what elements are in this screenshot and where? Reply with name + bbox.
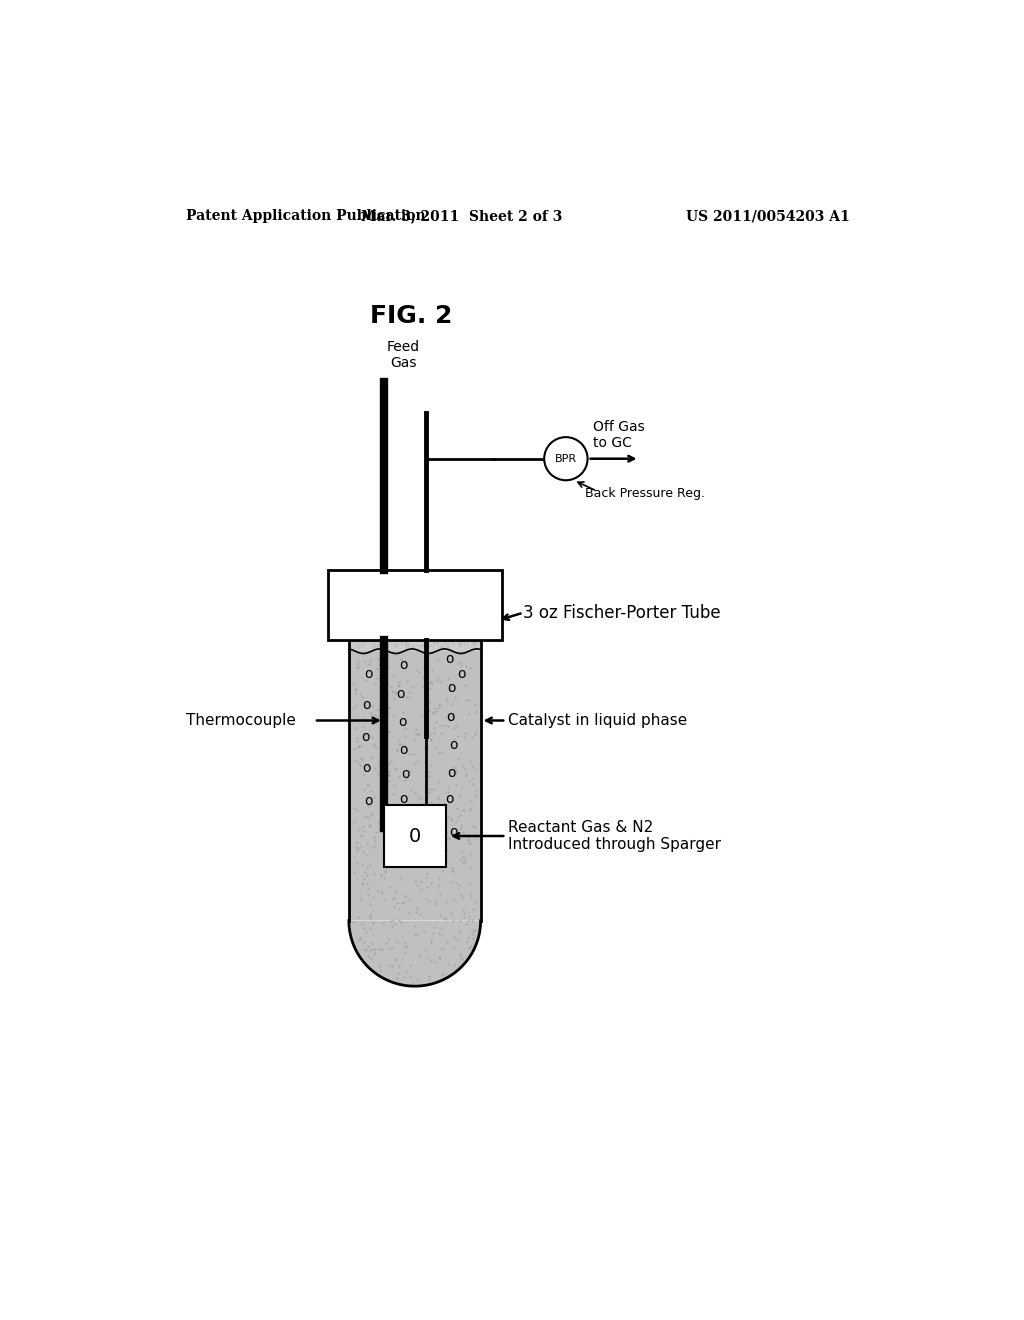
Text: o: o xyxy=(450,738,458,752)
Text: BPR: BPR xyxy=(555,454,577,463)
Text: o: o xyxy=(447,681,457,696)
Text: o: o xyxy=(362,762,371,775)
Text: o: o xyxy=(399,659,408,672)
Text: o: o xyxy=(447,766,457,780)
Text: 0: 0 xyxy=(409,826,421,846)
Text: o: o xyxy=(360,730,370,744)
Text: o: o xyxy=(362,698,371,711)
Circle shape xyxy=(544,437,588,480)
Text: o: o xyxy=(457,668,466,681)
Text: US 2011/0054203 A1: US 2011/0054203 A1 xyxy=(686,209,850,223)
Text: Mar. 3, 2011  Sheet 2 of 3: Mar. 3, 2011 Sheet 2 of 3 xyxy=(360,209,562,223)
Text: o: o xyxy=(450,825,458,840)
Text: Catalyst in liquid phase: Catalyst in liquid phase xyxy=(508,713,687,729)
Text: o: o xyxy=(399,792,408,807)
Text: o: o xyxy=(445,652,454,665)
Bar xyxy=(384,805,445,867)
Text: o: o xyxy=(401,767,410,781)
Text: o: o xyxy=(396,686,406,701)
Polygon shape xyxy=(349,636,480,986)
Text: o: o xyxy=(398,715,407,729)
Text: Off Gas
to GC: Off Gas to GC xyxy=(593,420,645,450)
Text: Reactant Gas & N2
Introduced through Sparger: Reactant Gas & N2 Introduced through Spa… xyxy=(508,820,721,853)
Text: Back Pressure Reg.: Back Pressure Reg. xyxy=(586,487,706,500)
Text: o: o xyxy=(364,668,373,681)
Text: Thermocouple: Thermocouple xyxy=(186,713,296,729)
Text: Patent Application Publication: Patent Application Publication xyxy=(186,209,426,223)
Polygon shape xyxy=(349,651,480,986)
Text: Feed
Gas: Feed Gas xyxy=(387,341,420,370)
Bar xyxy=(328,570,502,640)
Text: o: o xyxy=(445,792,454,807)
Text: o: o xyxy=(446,710,455,725)
Text: o: o xyxy=(364,795,373,808)
Text: o: o xyxy=(399,743,409,756)
Text: FIG. 2: FIG. 2 xyxy=(370,304,452,329)
Text: 3 oz Fischer-Porter Tube: 3 oz Fischer-Porter Tube xyxy=(523,603,721,622)
